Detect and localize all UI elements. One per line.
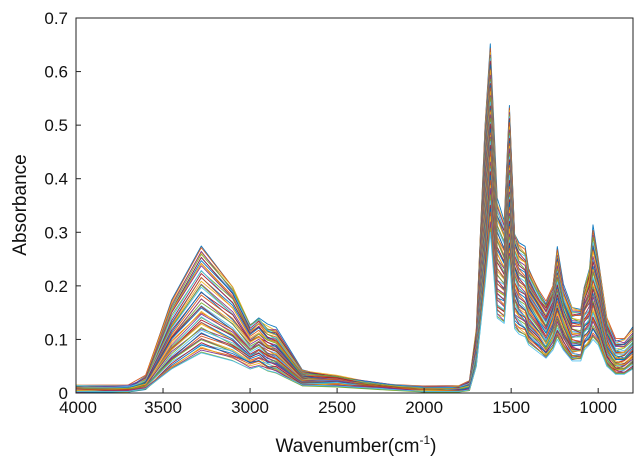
y-tick-label: 0.1 <box>44 330 68 349</box>
series-line <box>76 231 634 392</box>
x-tick-label: 2000 <box>405 398 443 417</box>
y-axis-ticks: 0 0.1 0.2 0.3 0.4 0.5 0.6 0.7 <box>44 9 81 403</box>
x-axis-ticks: 4000 3500 3000 2500 2000 1500 1000 <box>59 388 617 417</box>
x-tick-label: 4000 <box>59 398 97 417</box>
y-tick-label: 0.5 <box>44 116 68 135</box>
x-tick-label: 1000 <box>579 398 617 417</box>
x-tick-label: 2500 <box>318 398 356 417</box>
x-axis-title-superscript: -1 <box>419 433 430 447</box>
y-tick-label: 0 <box>59 384 68 403</box>
y-axis-title: Absorbance <box>10 154 31 255</box>
y-tick-label: 0.4 <box>44 170 68 189</box>
plot-lines <box>75 43 634 393</box>
x-axis-title-main: Wavenumber(cm <box>276 436 420 457</box>
x-tick-label: 3000 <box>231 398 269 417</box>
x-tick-label: 1500 <box>492 398 530 417</box>
plot-frame <box>75 17 634 394</box>
y-tick-label: 0.6 <box>44 63 68 82</box>
x-tick-label: 3500 <box>144 398 182 417</box>
x-axis-title: Wavenumber(cm-1) <box>276 433 437 457</box>
x-axis-title-close: ) <box>430 436 436 457</box>
y-tick-label: 0.7 <box>44 9 68 28</box>
y-tick-label: 0.2 <box>44 277 68 296</box>
y-tick-label: 0.3 <box>44 223 68 242</box>
